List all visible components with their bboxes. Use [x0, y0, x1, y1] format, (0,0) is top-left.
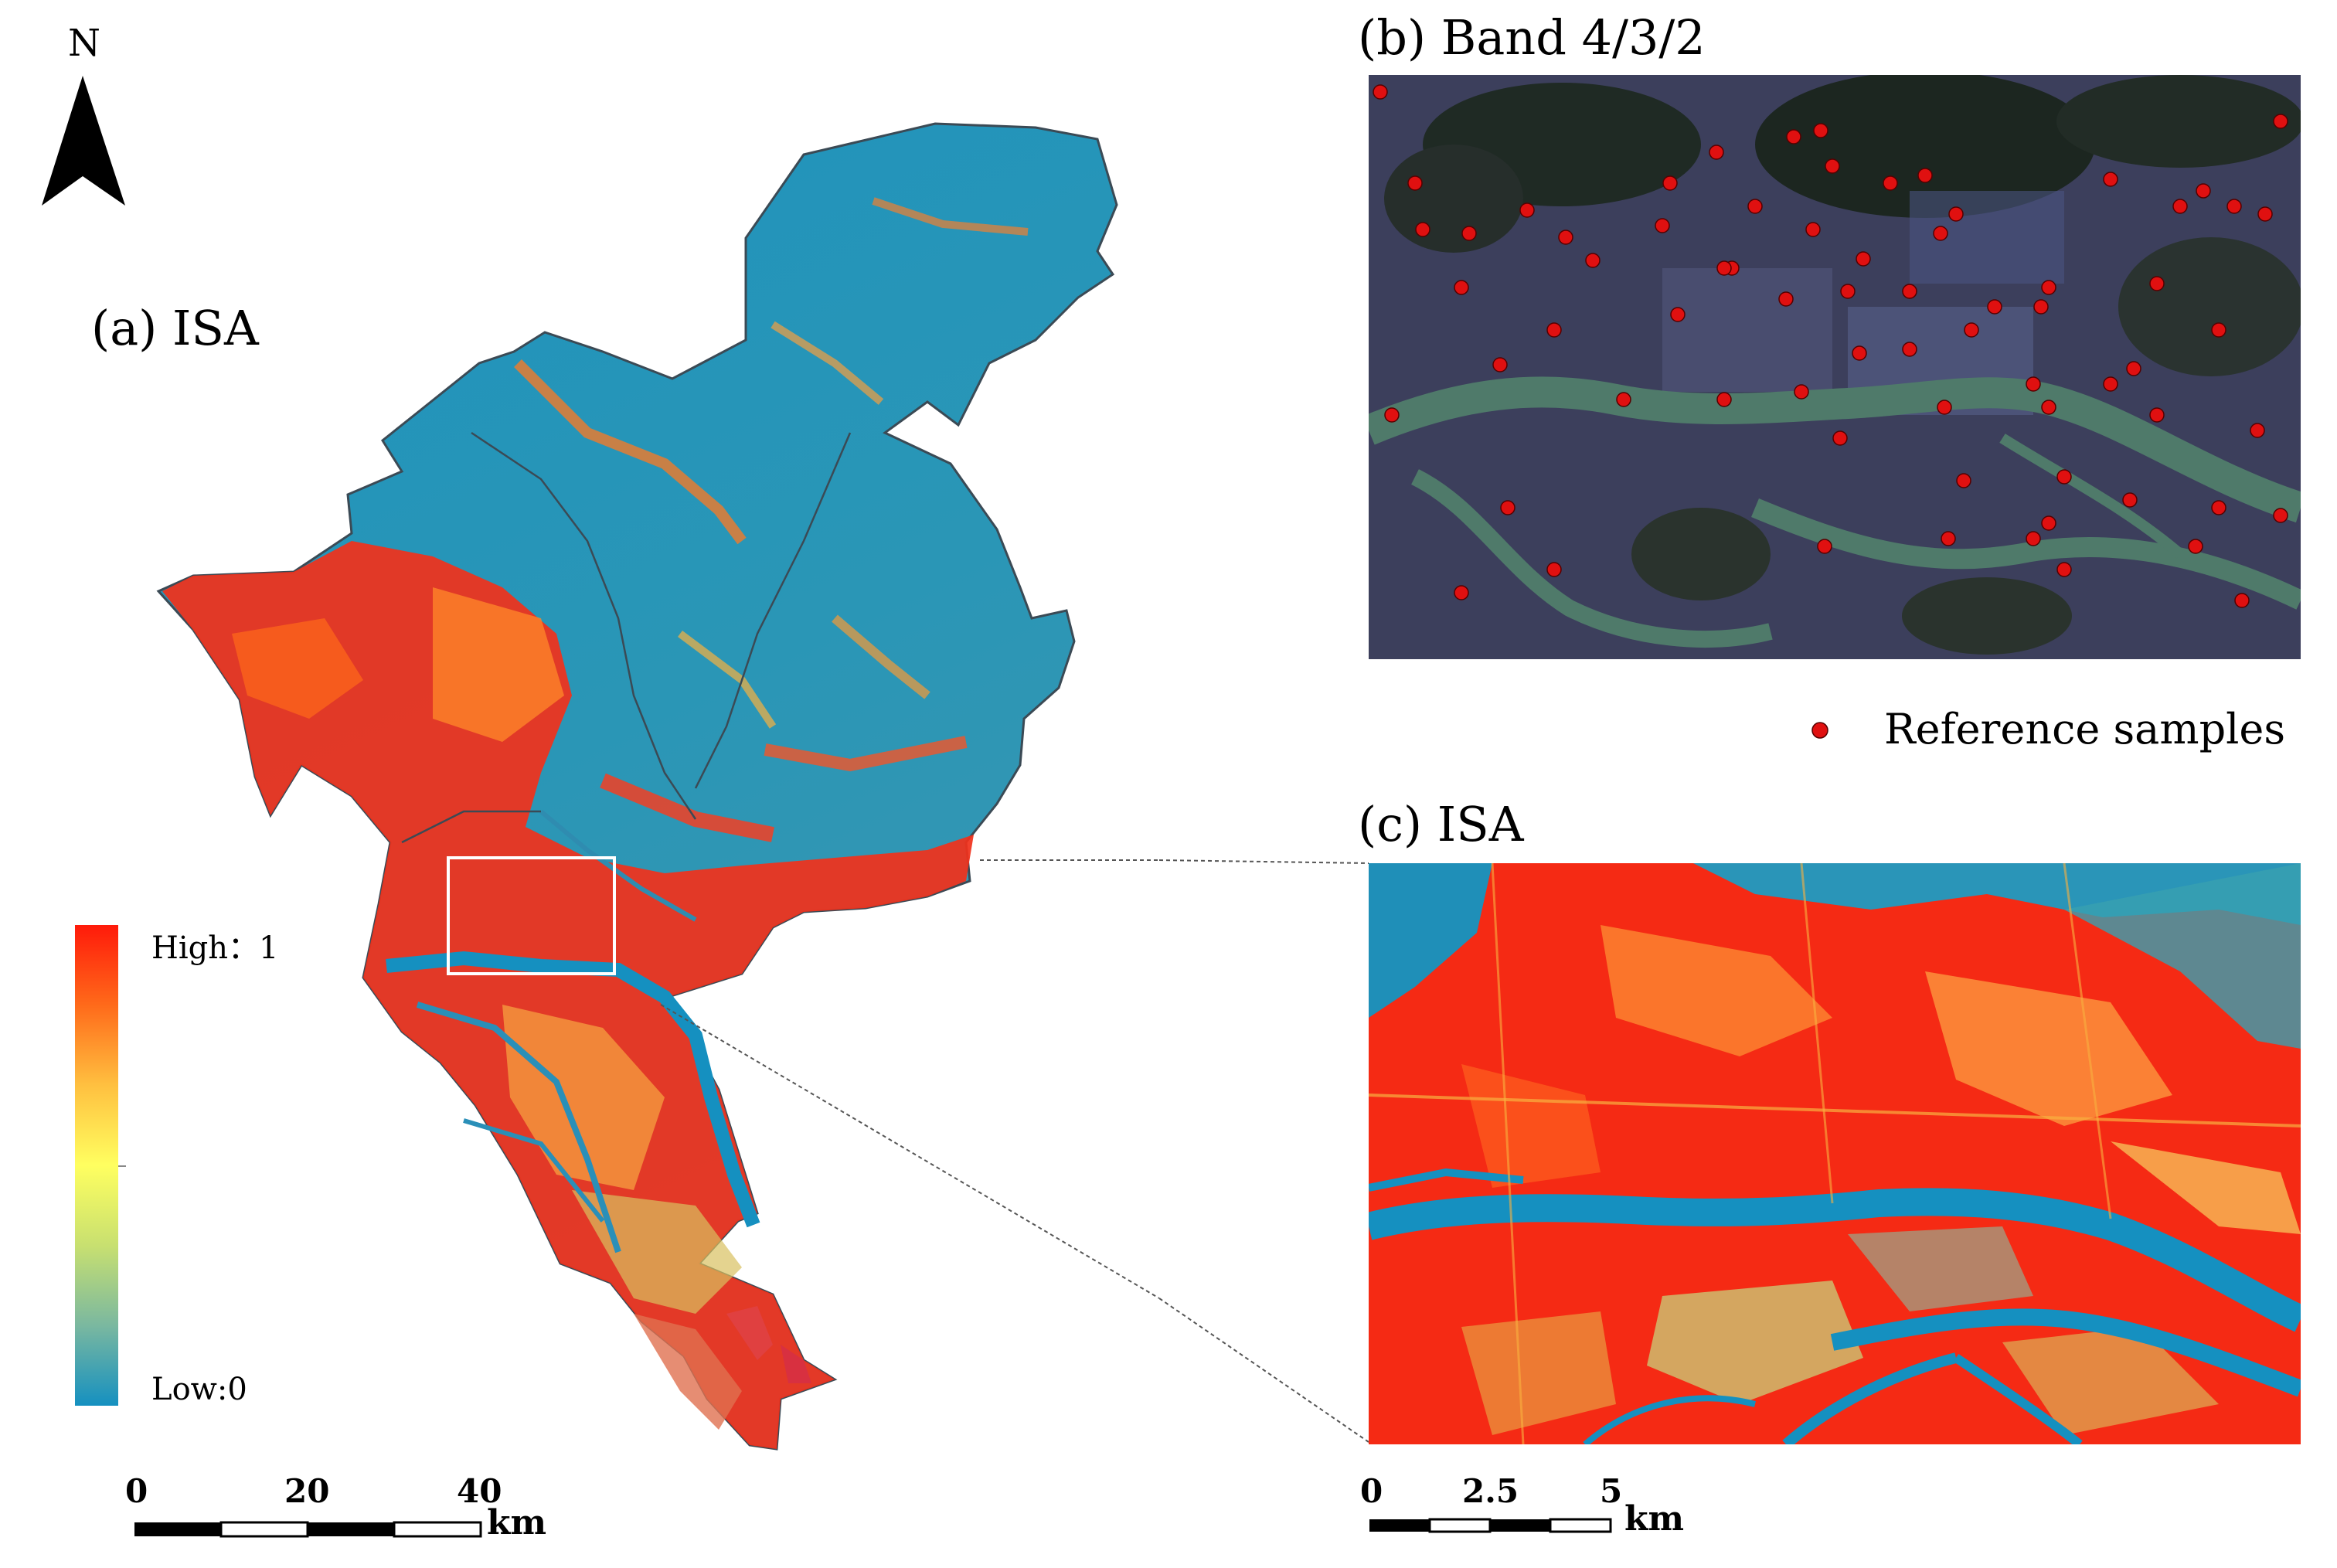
reference-sample-point: [1373, 84, 1388, 100]
reference-sample-point: [1461, 226, 1477, 241]
reference-sample-point: [1709, 145, 1724, 160]
reference-sample-point: [1840, 284, 1856, 299]
reference-sample-point: [1902, 342, 1917, 357]
reference-sample-point: [2103, 376, 2118, 392]
reference-sample-point: [1407, 175, 1423, 191]
reference-sample-point: [2149, 276, 2165, 291]
reference-sample-point: [1662, 175, 1678, 191]
reference-sample-point: [1616, 392, 1631, 407]
reference-sample-point: [1964, 322, 1979, 338]
reference-sample-point: [2103, 172, 2118, 187]
legend-color-ramp: [75, 925, 118, 1406]
reference-sample-point: [2122, 492, 2138, 508]
scalebar-c-tick-0: 0: [1360, 1472, 1383, 1510]
reference-sample-point: [1778, 291, 1794, 307]
scalebar-a-tick-0: 0: [125, 1472, 148, 1510]
north-label: N: [68, 22, 100, 65]
pearl-river: [386, 951, 760, 1228]
reference-sample-point: [1937, 400, 1952, 415]
reference-sample-point: [2026, 376, 2041, 392]
zoom-extent-box: [447, 856, 616, 975]
reference-sample-point: [1558, 230, 1573, 245]
isa-map: [156, 122, 1159, 1451]
reference-sample-point: [1825, 158, 1840, 174]
reference-sample-point: [1546, 562, 1562, 577]
reference-sample-point: [1883, 175, 1898, 191]
reference-sample-point: [1832, 430, 1848, 446]
panel-b-title: (b) Band 4/3/2: [1358, 9, 1706, 66]
reference-sample-point: [1519, 202, 1535, 218]
scalebar-a-tick-20: 20: [284, 1472, 330, 1510]
reference-sample-point: [1933, 226, 1948, 241]
reference-sample-point: [2211, 500, 2226, 515]
north-arrow-icon: [42, 76, 125, 206]
reference-sample-point: [1813, 123, 1828, 138]
reference-sample-point: [2226, 199, 2242, 214]
reference-sample-point: [1817, 539, 1832, 554]
reference-sample-point: [1805, 222, 1821, 237]
reference-sample-marker: [1811, 722, 1828, 739]
scalebar-a-unit: km: [487, 1503, 547, 1542]
reference-sample-point: [2188, 539, 2203, 554]
scalebar-a: [134, 1521, 482, 1538]
legend-high-label: High：1: [151, 930, 279, 966]
urban-high-region: [162, 541, 974, 1449]
reference-sample-point: [2172, 199, 2188, 214]
reference-sample-point: [1917, 168, 1933, 183]
reference-sample-point: [1670, 307, 1686, 322]
reference-sample-point: [1747, 199, 1763, 214]
reference-sample-point: [1956, 473, 1971, 488]
reference-sample-point: [2126, 361, 2141, 376]
zoom-leader-continuation: [1159, 859, 1369, 1443]
scalebar-c-tick-2-5: 2.5: [1462, 1472, 1519, 1510]
reference-sample-point: [1856, 251, 1871, 267]
reference-sample-point: [1454, 280, 1469, 295]
isa-zoom-map: [1369, 863, 2301, 1444]
reference-sample-point: [1786, 129, 1801, 145]
reference-sample-point: [1384, 407, 1400, 423]
reference-sample-point: [2033, 299, 2049, 315]
reference-sample-point: [1794, 384, 1809, 400]
reference-sample-point: [1987, 299, 2002, 315]
reference-samples-label: Reference samples: [1884, 705, 2286, 753]
scalebar-c: [1369, 1518, 1612, 1533]
reference-sample-point: [2041, 280, 2056, 295]
reference-sample-point: [1852, 345, 1867, 361]
reference-sample-point: [1415, 222, 1430, 237]
reference-sample-point: [1948, 206, 1964, 222]
reference-sample-point: [1716, 392, 1732, 407]
reference-sample-point: [2056, 562, 2072, 577]
band-432-image: [1369, 75, 2301, 659]
reference-sample-point: [1546, 322, 1562, 338]
reference-sample-point: [2056, 469, 2072, 485]
reference-sample-point: [2026, 531, 2041, 546]
reference-sample-point: [2149, 407, 2165, 423]
reference-sample-point: [1492, 357, 1508, 372]
reference-sample-point: [1902, 284, 1917, 299]
reference-sample-point: [1454, 585, 1469, 600]
zoom-main-river: [1369, 1188, 2301, 1332]
reference-sample-point: [2196, 183, 2211, 199]
scalebar-c-unit: km: [1624, 1499, 1685, 1539]
panel-c-title: (c) ISA: [1358, 796, 1524, 852]
zoom-leader-bottom: [660, 1004, 1159, 1299]
reference-sample-point: [1655, 218, 1670, 233]
reference-sample-point: [1716, 260, 1732, 276]
reference-sample-point: [1941, 531, 1956, 546]
reference-sample-point: [2211, 322, 2226, 338]
scalebar-a-tick-40: 40: [457, 1472, 502, 1510]
legend-low-label: Low:0: [151, 1372, 247, 1407]
reference-sample-point: [2234, 593, 2250, 608]
reference-sample-point: [2041, 400, 2056, 415]
reference-sample-point: [1585, 253, 1601, 268]
reference-sample-point: [2257, 206, 2273, 222]
legend-mid-tick: [118, 1165, 126, 1167]
reference-sample-point: [1500, 500, 1515, 515]
panel-a-title: (a) ISA: [91, 300, 259, 356]
reference-sample-point: [2273, 508, 2288, 523]
reference-sample-point: [2273, 114, 2288, 129]
reference-sample-point: [2250, 423, 2265, 438]
reference-sample-point: [2041, 515, 2056, 531]
scalebar-c-tick-5: 5: [1600, 1472, 1623, 1510]
